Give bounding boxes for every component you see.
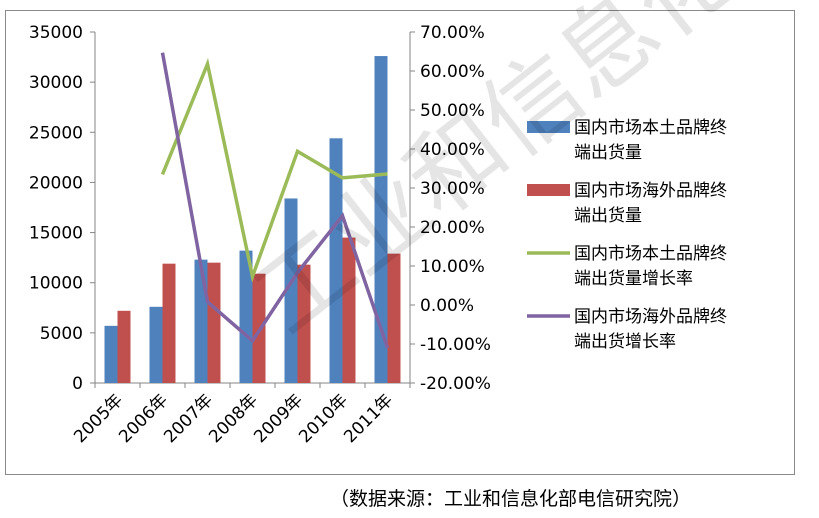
bar: [284, 198, 298, 383]
series-line: [160, 58, 388, 283]
legend-label: 端出货量增长率: [574, 269, 693, 289]
left-tick-label: 0: [72, 374, 83, 394]
right-tick-label: 50.00%: [420, 101, 485, 121]
legend-swatch: [527, 121, 570, 133]
legend-label: 端出货量: [574, 206, 642, 226]
chart-frame: [5, 10, 795, 475]
left-tick-label: 20000: [29, 173, 83, 193]
right-tick-label: 40.00%: [420, 140, 485, 160]
bar: [239, 250, 253, 383]
bar: [387, 253, 401, 383]
bar: [207, 262, 221, 383]
x-tick-label: 2008年: [205, 390, 262, 447]
left-tick-label: 30000: [29, 73, 83, 93]
right-tick-label: 0.00%: [420, 296, 474, 316]
right-tick-label: 30.00%: [420, 179, 485, 199]
legend-label: 端出货量: [574, 143, 642, 163]
left-tick-label: 15000: [29, 224, 83, 244]
series-line: [160, 52, 390, 349]
left-tick-label: 10000: [29, 274, 83, 294]
left-tick-label: 35000: [29, 23, 83, 43]
x-tick-label: 2009年: [250, 390, 307, 447]
x-tick-label: 2006年: [115, 390, 172, 447]
legend-label: 国内市场海外品牌终: [574, 307, 727, 327]
bar: [149, 306, 163, 383]
right-tick-label: -20.00%: [420, 374, 491, 394]
bar: [104, 325, 118, 383]
x-tick-label: 2007年: [160, 390, 217, 447]
bar: [329, 138, 343, 383]
legend-label: 端出货增长率: [574, 332, 676, 352]
x-tick-label: 2010年: [295, 390, 352, 447]
legend-label: 国内市场本土品牌终: [574, 244, 727, 264]
bar: [194, 259, 208, 383]
legend-label: 国内市场本土品牌终: [574, 118, 727, 138]
right-tick-label: 70.00%: [420, 23, 485, 43]
bar: [297, 264, 311, 383]
left-tick-label: 5000: [40, 324, 83, 344]
legend-swatch: [527, 184, 570, 196]
right-tick-label: -10.00%: [420, 335, 491, 355]
legend-label: 国内市场海外品牌终: [574, 181, 727, 201]
left-tick-label: 25000: [29, 123, 83, 143]
bar: [162, 263, 176, 383]
right-tick-label: 20.00%: [420, 218, 485, 238]
bar: [374, 56, 388, 383]
bar: [342, 237, 356, 383]
right-tick-label: 60.00%: [420, 62, 485, 82]
right-tick-label: 10.00%: [420, 257, 485, 277]
source-note: （数据来源：工业和信息化部电信研究院）: [330, 488, 692, 510]
x-tick-label: 2005年: [70, 390, 127, 447]
bar: [117, 310, 131, 383]
x-tick-label: 2011年: [340, 390, 397, 447]
